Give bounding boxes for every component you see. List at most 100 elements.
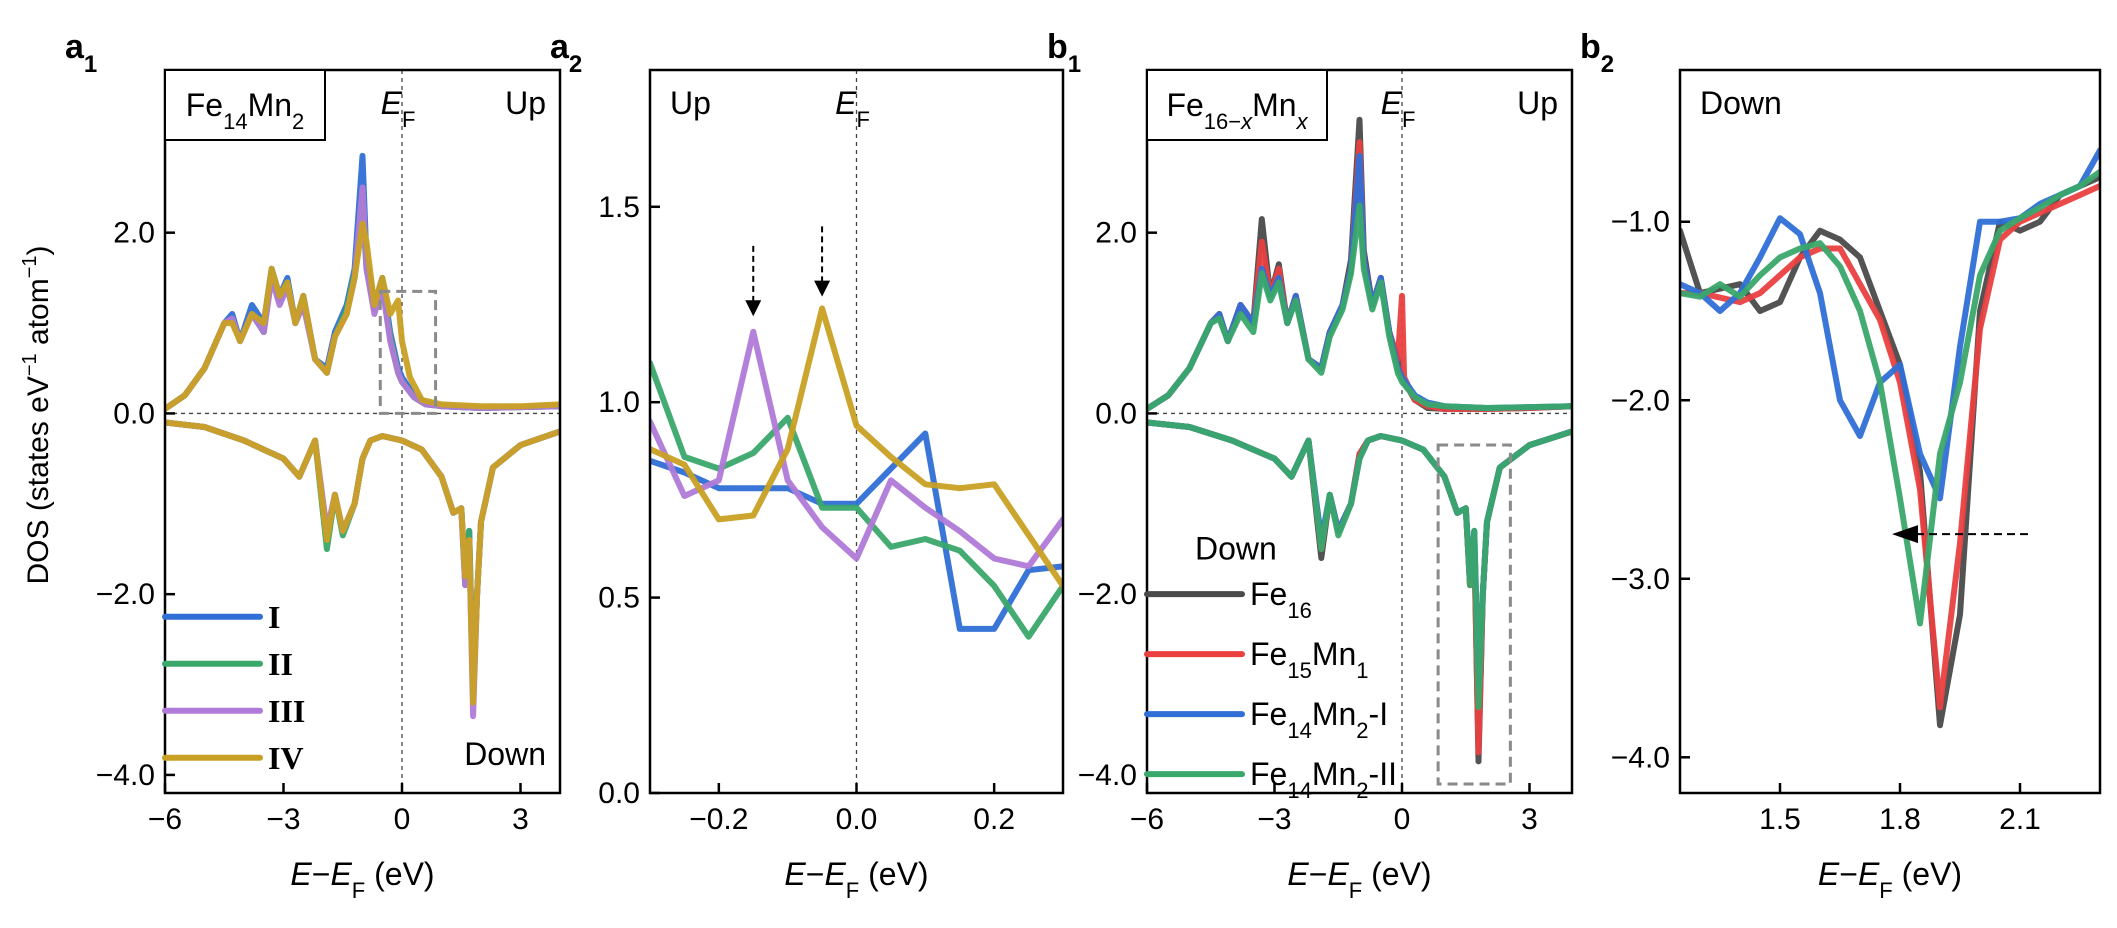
plot-area — [1147, 70, 1572, 793]
legend-label-part: Fe — [1250, 576, 1287, 612]
x-axis-label-part: E — [1818, 856, 1840, 892]
legend-label-part: -II — [1369, 756, 1397, 792]
zoom-region-box — [378, 289, 438, 415]
x-tick-label: 3 — [1521, 803, 1538, 836]
y-tick-label: 2.0 — [1095, 217, 1137, 250]
fermi-level-label: EF — [1381, 85, 1416, 132]
x-tick-label: 0 — [394, 803, 411, 836]
y-tick-label: −4.0 — [1078, 759, 1137, 792]
y-tick-label: −2.0 — [1611, 384, 1670, 417]
y-tick-label: 0.0 — [598, 777, 640, 810]
zoom-region-box — [1436, 443, 1512, 786]
series-line-iv — [165, 220, 560, 412]
x-axis-label: E−EF (eV) — [1287, 856, 1431, 903]
plot-area — [165, 70, 560, 793]
y-tick-label: 1.0 — [598, 386, 640, 419]
legend-label-part: 2 — [1356, 718, 1368, 743]
formula-box — [164, 69, 326, 141]
x-axis-label-part: F — [1879, 878, 1892, 903]
legend-label-part: 2 — [1356, 778, 1368, 803]
y-tick-label: −4.0 — [1611, 741, 1670, 774]
legend-label: II — [268, 646, 293, 682]
legend-label: Fe14Mn2-II — [1250, 756, 1397, 803]
x-axis-label-part: − — [312, 856, 331, 892]
formula-label-part: Mn — [248, 87, 292, 123]
y-tick-label: 2.0 — [113, 217, 155, 250]
x-axis-label-part: (eV) — [1362, 856, 1431, 892]
legend-label-part: 15 — [1287, 658, 1311, 683]
x-axis-label-part: E — [290, 856, 312, 892]
formula-label-part: x — [1296, 109, 1309, 134]
plot-area — [650, 70, 1063, 793]
panel-label-index: 1 — [84, 51, 97, 78]
legend-label: Fe15Mn1 — [1250, 636, 1369, 683]
x-axis-label-part: (eV) — [1893, 856, 1962, 892]
panel-label-letter: b — [1580, 28, 1601, 66]
y-tick-label: −2.0 — [96, 578, 155, 611]
legend-label-part: Mn — [1312, 756, 1356, 792]
x-axis-label-part: F — [352, 878, 365, 903]
series-line-fe14mn2-ii — [1147, 202, 1572, 412]
x-axis-label: E−EF (eV) — [784, 856, 928, 903]
legend-label-part: 14 — [1287, 778, 1311, 803]
y-tick-label: −3.0 — [1611, 563, 1670, 596]
fermi-level-label-part: F — [402, 107, 415, 132]
x-tick-label: 0 — [1394, 803, 1411, 836]
fermi-level-label-part: F — [856, 107, 869, 132]
panel-label: a2 — [550, 28, 582, 78]
x-axis-label-part: E — [1287, 856, 1309, 892]
legend-label-part: Fe — [1250, 636, 1287, 672]
peak-arrow-head — [814, 280, 831, 297]
legend-label-part: Fe — [1250, 756, 1287, 792]
x-axis-label-part: E — [784, 856, 806, 892]
legend-label-part: 1 — [1356, 658, 1368, 683]
legend-label: Fe14Mn2-I — [1250, 696, 1388, 743]
series-line-fe14mn2-ii — [1680, 168, 2100, 627]
panel-label-letter: a — [550, 28, 570, 66]
panel-label-letter: a — [65, 28, 85, 66]
series-line-fe15mn1 — [1680, 183, 2100, 711]
y-tick-label: 0.0 — [1095, 397, 1137, 430]
formula-label-part: 14 — [223, 109, 247, 134]
legend-label: I — [268, 599, 280, 635]
formula-label-part: x — [1240, 109, 1253, 134]
series-line-iv — [650, 305, 1063, 589]
formula-label-part: 2 — [292, 109, 304, 134]
legend-label: III — [268, 693, 305, 729]
x-axis-label: E−EF (eV) — [1818, 856, 1962, 903]
legend-label-part: Mn — [1312, 696, 1356, 732]
spin-label: Down — [1700, 85, 1782, 121]
formula-label: Fe14Mn2 — [186, 87, 305, 134]
x-axis-label-part: F — [1349, 878, 1362, 903]
y-tick-label: 1.5 — [598, 191, 640, 224]
panel-label: a1 — [65, 28, 97, 78]
fermi-level-label-part: F — [1402, 107, 1415, 132]
x-tick-label: 0.2 — [973, 803, 1015, 836]
x-tick-label: 0.0 — [836, 803, 878, 836]
legend-label-part: Mn — [1312, 636, 1356, 672]
x-tick-label: 3 — [512, 803, 529, 836]
formula-label-part: Fe — [1166, 87, 1203, 123]
spin-up-label: Up — [505, 85, 546, 121]
legend-label: Fe16 — [1250, 576, 1312, 623]
legend-label: IV — [268, 740, 304, 776]
legend-label-part: 16 — [1287, 598, 1311, 623]
x-axis-label-part: − — [806, 856, 825, 892]
x-axis-label-part: E — [824, 856, 846, 892]
fermi-level-label: EF — [835, 85, 870, 132]
x-axis-label-part: E — [1327, 856, 1349, 892]
fermi-level-label-part: E — [381, 85, 403, 121]
y-tick-label: 0.0 — [113, 397, 155, 430]
plot-frame — [1678, 68, 2102, 795]
panel-label-index: 2 — [1601, 51, 1614, 78]
fermi-level-label-part: E — [835, 85, 857, 121]
plot-area — [1680, 147, 2100, 729]
panel-label-index: 2 — [569, 51, 582, 78]
peak-arrow-head — [745, 300, 762, 317]
formula-label-part: Mn — [1252, 87, 1296, 123]
series-line-iv — [165, 419, 560, 706]
x-tick-label: 1.8 — [1879, 803, 1921, 836]
